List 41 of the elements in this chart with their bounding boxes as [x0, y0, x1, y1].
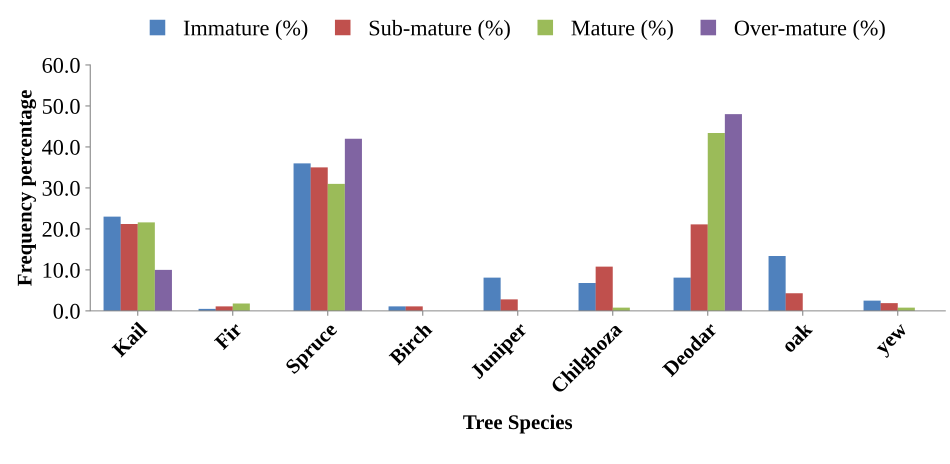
y-tick-label: 40.0 [42, 140, 80, 155]
bar [344, 138, 362, 311]
bar [120, 224, 138, 311]
bar [690, 224, 708, 311]
x-tick-label: Fir [213, 320, 243, 350]
legend-label: Mature (%) [571, 20, 673, 40]
x-axis-title: Tree Species [463, 414, 572, 434]
bar [596, 266, 613, 311]
bar [294, 163, 311, 311]
bar [500, 299, 518, 311]
legend-label: Over-mature (%) [734, 20, 885, 40]
bar [310, 167, 328, 311]
x-tick-label: yew [876, 324, 912, 358]
bar [708, 133, 725, 311]
bar [880, 303, 898, 311]
legend-label: Sub-mature (%) [370, 20, 510, 40]
bar [484, 278, 501, 311]
bar [898, 308, 915, 311]
y-tick-label: 10.0 [44, 262, 80, 278]
bar [232, 304, 250, 311]
bar [328, 184, 345, 311]
bar [786, 293, 803, 311]
y-tick-label: 0.0 [54, 304, 80, 319]
x-tick-label: oak [780, 320, 814, 354]
legend-label: Immature (%) [184, 20, 308, 40]
y-tick-label: 20.0 [42, 222, 80, 237]
bar [406, 306, 423, 311]
y-tick-label: 50.0 [42, 98, 80, 114]
bar [138, 222, 155, 311]
bar [674, 278, 691, 311]
bar [104, 216, 121, 311]
bar [154, 270, 172, 311]
bar [864, 300, 881, 311]
bar [216, 306, 233, 311]
y-tick-label: 60.0 [42, 58, 80, 73]
y-axis-title: Frequency percentage [18, 90, 36, 286]
bar [612, 308, 630, 311]
bar [578, 283, 596, 311]
bar [724, 114, 742, 311]
bar [768, 256, 786, 311]
y-tick-label: 30.0 [42, 180, 80, 196]
